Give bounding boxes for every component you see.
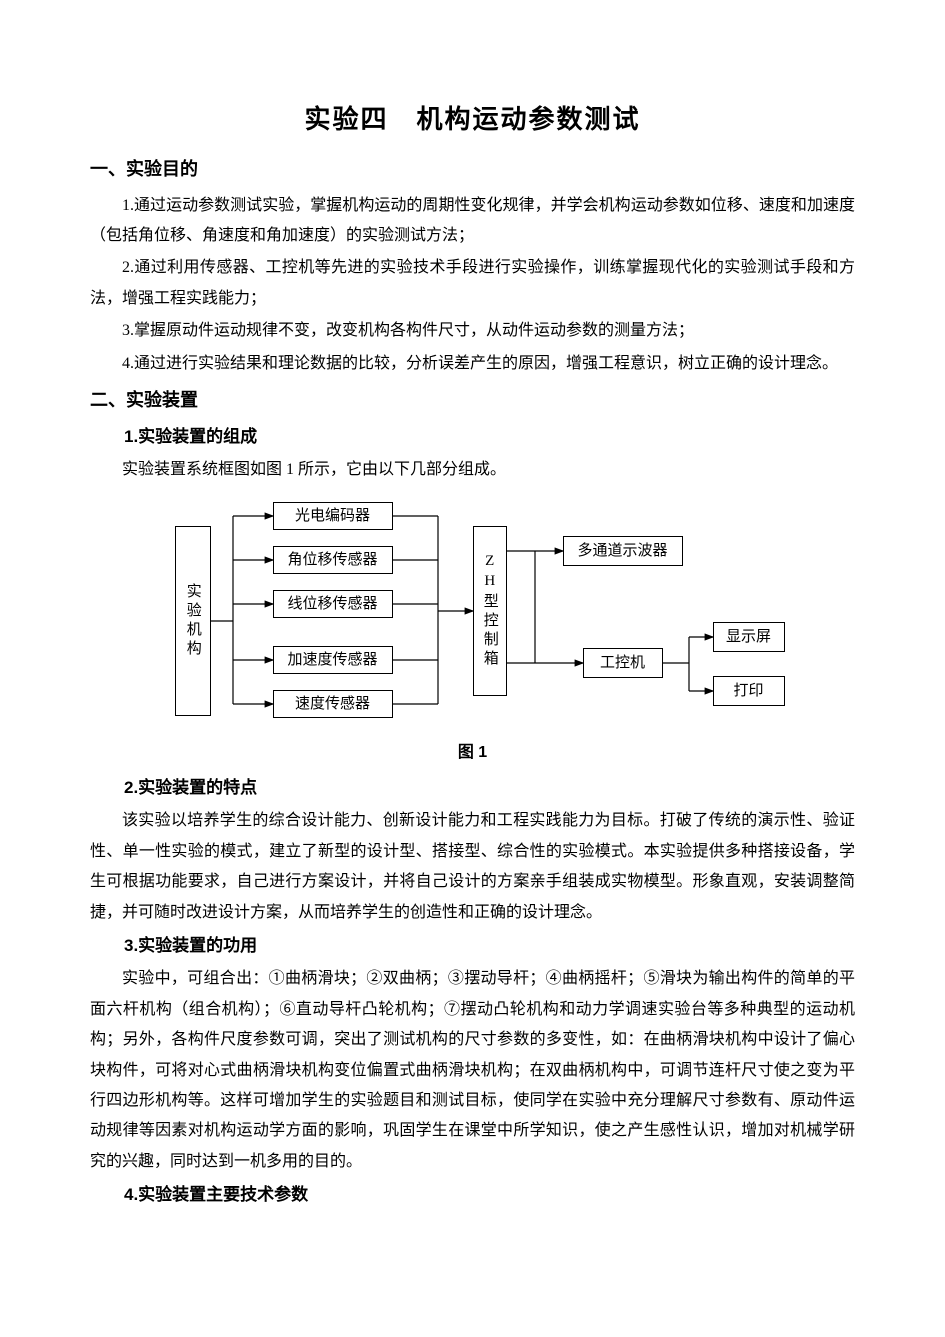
node-sensor-0: 光电编码器	[273, 502, 393, 530]
sec1-p1: 1.通过运动参数测试实验，掌握机构运动的周期性变化规律，并学会机构运动参数如位移…	[90, 191, 855, 252]
node-oscilloscope: 多通道示波器	[563, 536, 683, 566]
sec2-sub4: 4.实验装置主要技术参数	[124, 1179, 855, 1211]
node-sensor-2: 线位移传感器	[273, 590, 393, 618]
node-experiment-mechanism: 实验机构	[175, 526, 211, 716]
sec2-sub2-p: 该实验以培养学生的综合设计能力、创新设计能力和工程实践能力为目标。打破了传统的演…	[90, 806, 855, 928]
sec1-p3: 3.掌握原动件运动规律不变，改变机构各构件尺寸，从动件运动参数的测量方法；	[90, 316, 855, 346]
sec2-sub2: 2.实验装置的特点	[124, 772, 855, 804]
node-ipc: 工控机	[583, 648, 663, 678]
sec2-sub3-p: 实验中，可组合出：①曲柄滑块；②双曲柄；③摆动导杆；④曲柄摇杆；⑤滑块为输出构件…	[90, 964, 855, 1177]
node-print: 打印	[713, 676, 785, 706]
figure-1-label: 图 1	[458, 738, 487, 768]
node-sensor-3: 加速度传感器	[273, 646, 393, 674]
sec1-p4: 4.通过进行实验结果和理论数据的比较，分析误差产生的原因，增强工程意识，树立正确…	[90, 349, 855, 379]
node-experiment-mechanism-label: 实验机构	[178, 583, 207, 659]
page-title: 实验四 机构运动参数测试	[90, 95, 855, 144]
system-diagram: 实验机构 光电编码器 角位移传感器 线位移传感器 加速度传感器 速度传感器 ZH…	[153, 496, 793, 736]
node-control-box: ZH型控制箱	[473, 526, 507, 696]
node-sensor-4: 速度传感器	[273, 690, 393, 718]
section-2-heading: 二、实验装置	[90, 383, 855, 417]
sec2-sub1-p: 实验装置系统框图如图 1 所示，它由以下几部分组成。	[90, 455, 855, 485]
section-1-heading: 一、实验目的	[90, 152, 855, 186]
node-control-box-label: ZH型控制箱	[475, 553, 504, 669]
sec2-sub1: 1.实验装置的组成	[124, 421, 855, 453]
node-sensor-1: 角位移传感器	[273, 546, 393, 574]
sec1-p2: 2.通过利用传感器、工控机等先进的实验技术手段进行实验操作，训练掌握现代化的实验…	[90, 253, 855, 314]
node-display: 显示屏	[713, 622, 785, 652]
sec2-sub3: 3.实验装置的功用	[124, 930, 855, 962]
